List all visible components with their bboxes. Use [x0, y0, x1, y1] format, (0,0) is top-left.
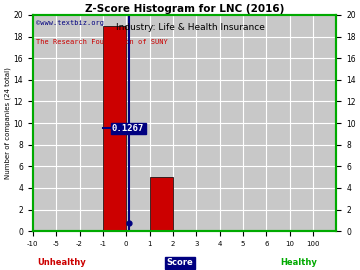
Text: Industry: Life & Health Insurance: Industry: Life & Health Insurance: [116, 23, 265, 32]
Text: The Research Foundation of SUNY: The Research Foundation of SUNY: [36, 39, 168, 45]
Text: Healthy: Healthy: [280, 258, 317, 267]
Text: Score: Score: [167, 258, 193, 267]
Text: 0.1267: 0.1267: [112, 124, 144, 133]
Y-axis label: Number of companies (24 total): Number of companies (24 total): [4, 67, 11, 179]
Bar: [103, 26, 126, 231]
Text: Unhealthy: Unhealthy: [37, 258, 86, 267]
Title: Z-Score Histogram for LNC (2016): Z-Score Histogram for LNC (2016): [85, 4, 284, 14]
Text: ©www.textbiz.org: ©www.textbiz.org: [36, 20, 104, 26]
Bar: [150, 177, 173, 231]
